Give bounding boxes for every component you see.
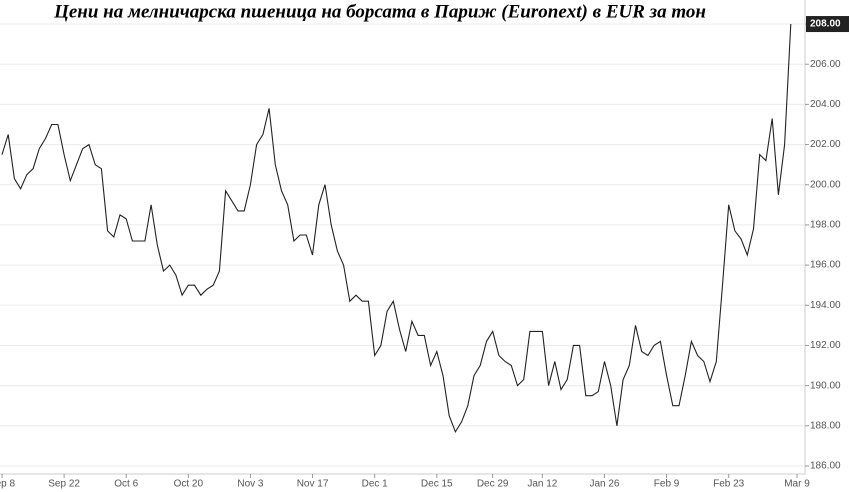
y-tick-label: 186.00: [810, 461, 841, 472]
x-tick-label: Sep 22: [48, 479, 80, 490]
y-tick-label: 208.00: [810, 19, 841, 30]
y-tick-label: 202.00: [810, 139, 841, 150]
y-tick-label: 200.00: [810, 179, 841, 190]
y-tick-label: 192.00: [810, 340, 841, 351]
last-price-box: [806, 16, 849, 33]
x-tick-label: Nov 3: [237, 479, 264, 490]
x-tick-label: Oct 6: [114, 479, 138, 490]
chart-title: Цени на мелничарска пшеница на борсата в…: [53, 1, 706, 22]
x-tick-label: Dec 1: [362, 479, 389, 490]
x-tick-label: Jan 12: [527, 479, 557, 490]
y-tick-label: 190.00: [810, 380, 841, 391]
y-tick-label: 198.00: [810, 220, 841, 231]
price-line: [1, 23, 792, 434]
x-tick-label: Mar 9: [784, 479, 810, 490]
x-tick-label: Dec 29: [477, 479, 509, 490]
x-tick-label: Feb 9: [654, 479, 680, 490]
x-tick-label: Feb 23: [713, 479, 745, 490]
y-tick-label: 206.00: [810, 59, 841, 70]
y-tick-label: 196.00: [810, 260, 841, 271]
y-tick-label: 188.00: [810, 420, 841, 431]
y-tick-label: 194.00: [810, 300, 841, 311]
x-tick-label: Dec 15: [421, 479, 453, 490]
x-tick-label: Nov 17: [297, 479, 329, 490]
x-tick-label: Sep 8: [0, 479, 16, 490]
y-tick-label: 204.00: [810, 99, 841, 110]
x-tick-label: Jan 26: [589, 479, 619, 490]
x-tick-label: Oct 20: [174, 479, 204, 490]
